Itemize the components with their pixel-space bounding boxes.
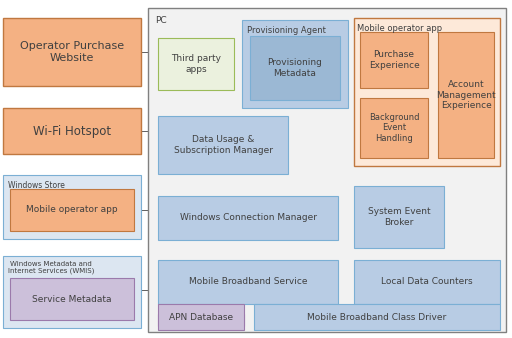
Text: Account
Management
Experience: Account Management Experience xyxy=(436,80,496,110)
FancyBboxPatch shape xyxy=(254,304,500,330)
Text: PC: PC xyxy=(155,16,166,25)
FancyBboxPatch shape xyxy=(250,36,340,100)
FancyBboxPatch shape xyxy=(3,18,141,86)
Text: Mobile operator app: Mobile operator app xyxy=(357,24,442,33)
FancyBboxPatch shape xyxy=(3,256,141,328)
Text: Mobile operator app: Mobile operator app xyxy=(26,206,118,215)
Text: Operator Purchase
Website: Operator Purchase Website xyxy=(20,41,124,63)
FancyBboxPatch shape xyxy=(148,8,506,332)
Text: Windows Connection Manager: Windows Connection Manager xyxy=(180,214,316,222)
FancyBboxPatch shape xyxy=(354,18,500,166)
FancyBboxPatch shape xyxy=(158,260,338,304)
FancyBboxPatch shape xyxy=(158,116,288,174)
FancyBboxPatch shape xyxy=(158,38,234,90)
Text: Purchase
Experience: Purchase Experience xyxy=(369,50,419,70)
FancyBboxPatch shape xyxy=(354,260,500,304)
Text: Windows Store: Windows Store xyxy=(8,181,65,190)
Text: Data Usage &
Subscription Manager: Data Usage & Subscription Manager xyxy=(174,135,272,155)
FancyBboxPatch shape xyxy=(158,314,244,326)
Text: Third party
apps: Third party apps xyxy=(171,54,221,74)
Text: Mobile Broadband Class Driver: Mobile Broadband Class Driver xyxy=(307,313,446,321)
Text: Wi-Fi Hotspot: Wi-Fi Hotspot xyxy=(33,124,111,138)
FancyBboxPatch shape xyxy=(360,32,428,88)
Text: Background
Event
Handling: Background Event Handling xyxy=(369,113,419,143)
Text: APN Database: APN Database xyxy=(169,313,233,321)
FancyBboxPatch shape xyxy=(360,98,428,158)
Text: Windows Metadata and
Internet Services (WMIS): Windows Metadata and Internet Services (… xyxy=(8,261,94,274)
Text: System Event
Broker: System Event Broker xyxy=(368,207,430,227)
FancyBboxPatch shape xyxy=(10,278,134,320)
Text: Local Data Counters: Local Data Counters xyxy=(381,277,473,287)
Text: Provisioning
Metadata: Provisioning Metadata xyxy=(268,58,323,78)
FancyBboxPatch shape xyxy=(158,196,338,240)
FancyBboxPatch shape xyxy=(10,189,134,231)
FancyBboxPatch shape xyxy=(3,175,141,239)
FancyBboxPatch shape xyxy=(3,108,141,154)
FancyBboxPatch shape xyxy=(354,186,444,248)
Text: Provisioning Agent: Provisioning Agent xyxy=(247,26,326,35)
Text: Mobile Broadband Service: Mobile Broadband Service xyxy=(189,277,307,287)
FancyBboxPatch shape xyxy=(158,304,244,330)
FancyBboxPatch shape xyxy=(438,32,494,158)
FancyBboxPatch shape xyxy=(242,20,348,108)
Text: Service Metadata: Service Metadata xyxy=(32,294,112,304)
